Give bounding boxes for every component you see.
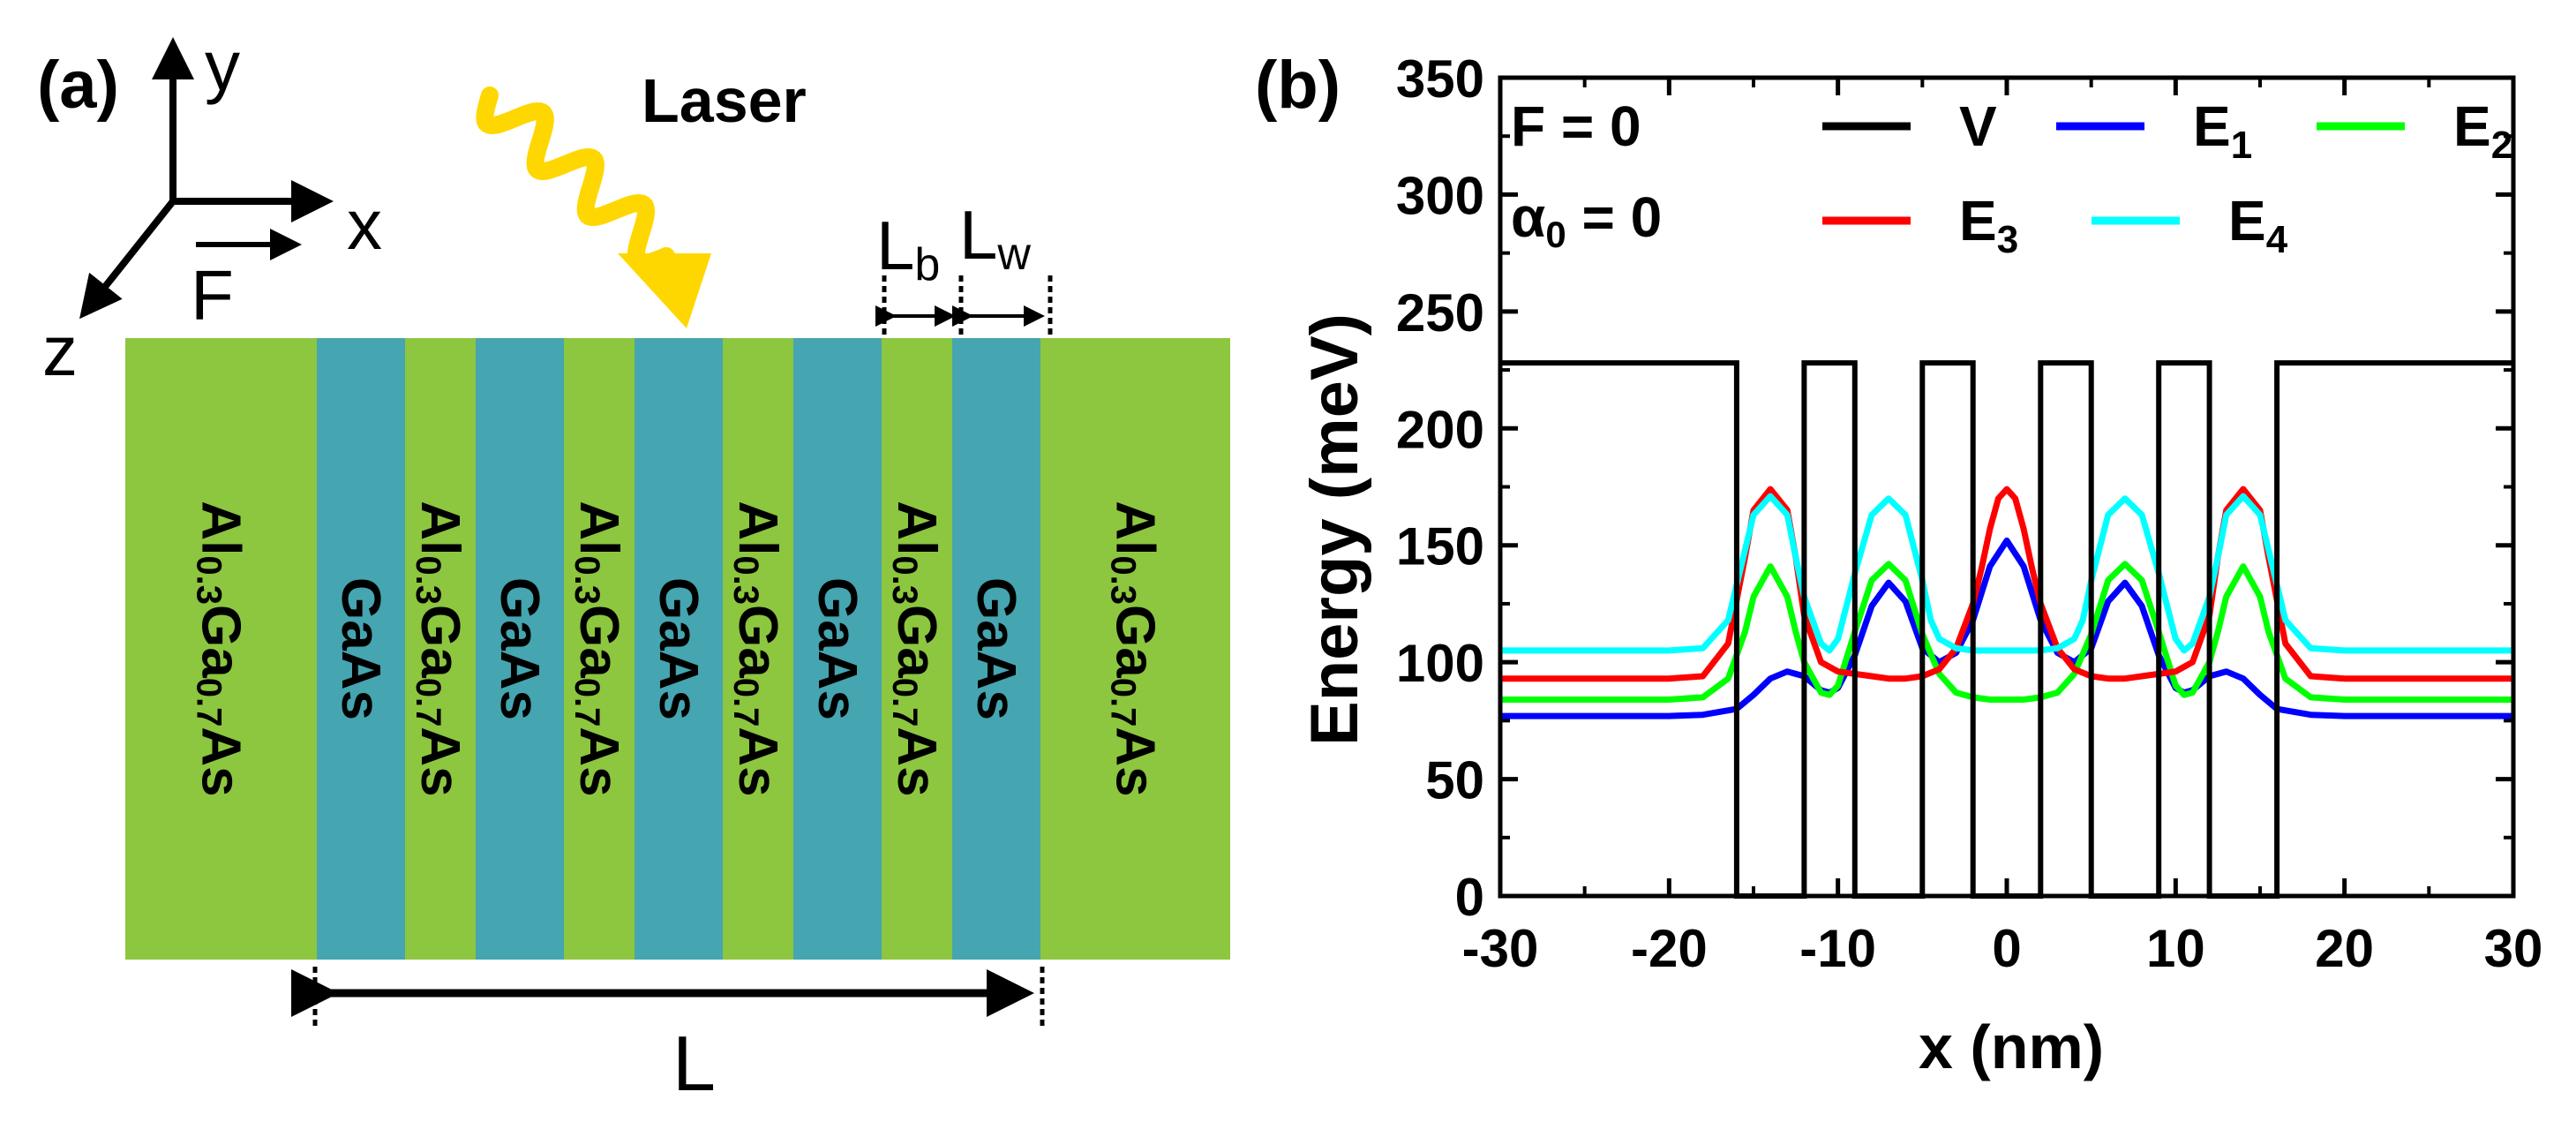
layer-label: Al0.3Ga0.7As (409, 501, 471, 796)
y-tick-label: 250 (1396, 283, 1484, 343)
x-tick-label: -30 (1462, 919, 1539, 978)
algaas-barrier-layer (405, 338, 476, 960)
algaas-barrier-layer (882, 338, 952, 960)
series-e4-line (1500, 493, 2513, 654)
series-e1-line (1500, 537, 2513, 719)
lw-label: Lw (959, 196, 1031, 280)
algaas-barrier-layer (125, 338, 317, 960)
legend-label: E4 (2228, 189, 2288, 261)
algaas-barrier-layer (723, 338, 793, 960)
y-tick-label: 100 (1396, 634, 1484, 693)
y-axis-title: Energy (meV) (1297, 313, 1372, 746)
layer-label: Al0.3Ga0.7As (885, 501, 948, 796)
y-tick-label: 200 (1396, 400, 1484, 459)
y-tick-label: 350 (1396, 49, 1484, 109)
x-tick-label: 20 (2315, 919, 2374, 978)
layer-label: Al0.3Ga0.7As (567, 501, 630, 796)
legend: V E1 E2 E3 E4 (1822, 94, 2512, 261)
legend-label: E1 (2193, 94, 2252, 167)
y-tick-label: 300 (1396, 166, 1484, 225)
legend-label: V (1959, 94, 1997, 158)
laser-arrowhead (618, 253, 711, 328)
layer-label: Al0.3Ga0.7As (190, 501, 252, 796)
x-tick-label: -10 (1799, 919, 1876, 978)
potential-v-line (1500, 360, 2513, 899)
layer-label: GaAs (490, 577, 551, 720)
y-axis-label: y (205, 26, 240, 105)
y-tick-label: 0 (1455, 868, 1484, 927)
gaas-well-layer (793, 338, 882, 960)
x-tick-label: 10 (2146, 919, 2205, 978)
layer-label: GaAs (331, 577, 392, 720)
gaas-well-layer (317, 338, 405, 960)
layer-label: Al0.3Ga0.7As (1104, 501, 1167, 796)
z-axis-arrow (79, 199, 176, 320)
gaas-well-layer (476, 338, 564, 960)
x-axis-title: x (nm) (1919, 1013, 2104, 1081)
series-e2-line (1500, 561, 2513, 703)
laser-beam: Laser (476, 66, 807, 328)
total-length-marker: L (291, 967, 1045, 1107)
panel-a-heterostructure-diagram: (a) y x z F Laser Al0.3Ga0.7AsGaAsAl0.3G… (37, 26, 1230, 1107)
legend-label: E2 (2453, 94, 2512, 167)
laser-wave (476, 87, 675, 273)
panel-b-label: (b) (1255, 48, 1341, 123)
alpha-annotation: α0 = 0 (1511, 185, 1662, 255)
y-tick-label: 50 (1425, 751, 1484, 810)
layer-width-markers: Lb Lw (875, 196, 1053, 338)
gaas-well-layer (952, 338, 1040, 960)
field-label: F (191, 256, 234, 335)
lb-label: Lb (876, 207, 940, 290)
laser-label: Laser (642, 66, 807, 135)
z-axis-label: z (42, 312, 78, 390)
legend-label: E3 (1959, 189, 2018, 261)
x-tick-label: 0 (1992, 919, 2021, 978)
field-annotation: F = 0 (1511, 94, 1641, 158)
layer-label: GaAs (966, 577, 1027, 720)
plot-area (1500, 360, 2513, 899)
coordinate-axes: y x z F (42, 26, 382, 390)
x-tick-label: -20 (1631, 919, 1708, 978)
panel-a-label: (a) (37, 48, 119, 123)
layer-label: Al0.3Ga0.7As (726, 501, 789, 796)
layer-label: GaAs (649, 577, 710, 720)
x-axis-label: x (347, 185, 382, 264)
gaas-well-layer (635, 338, 723, 960)
y-tick-label: 150 (1396, 517, 1484, 576)
panel-b-energy-chart: (b) -30 -20 -10 0 10 20 3005010015020025030035… (1255, 48, 2542, 1081)
layer-label: GaAs (807, 577, 868, 720)
algaas-barrier-layer (564, 338, 635, 960)
x-tick-label: 30 (2484, 919, 2543, 978)
total-length-label: L (672, 1020, 716, 1107)
layer-stack: Al0.3Ga0.7As GaAs Al0.3Ga0.7As GaAs Al0.3Ga0… (125, 338, 1230, 960)
algaas-barrier-layer (1040, 338, 1230, 960)
